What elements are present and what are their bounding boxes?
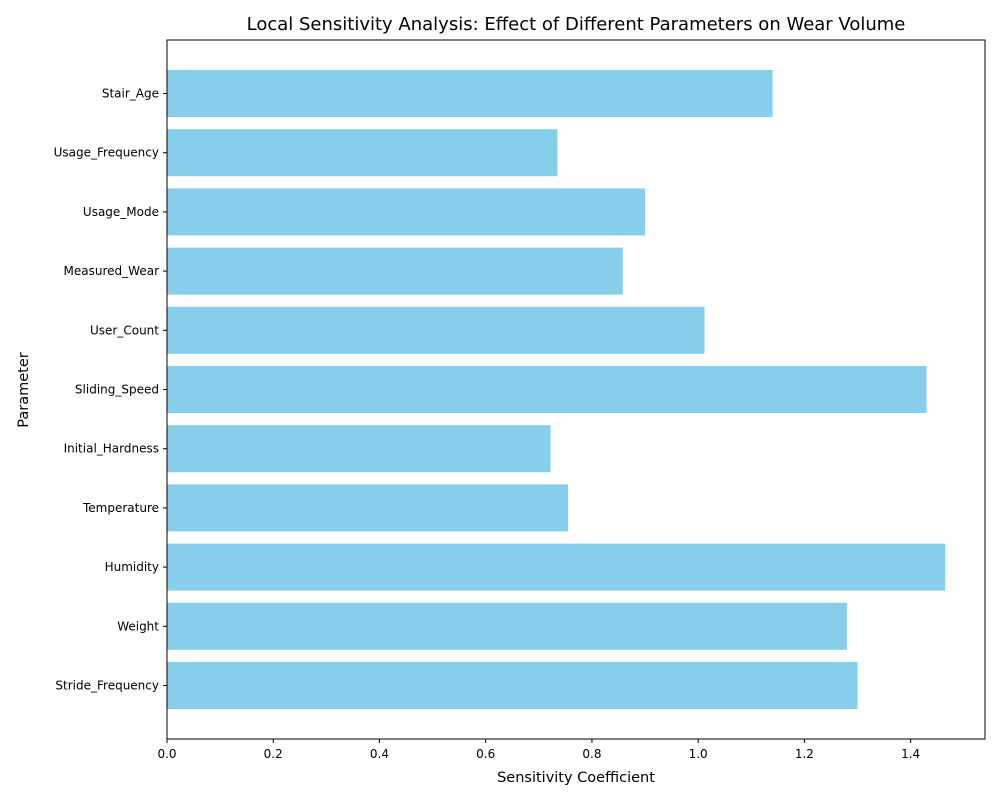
- bar-stride-frequency: [167, 662, 858, 709]
- bar-weight: [167, 602, 847, 650]
- bars-group: [167, 70, 946, 709]
- y-tick-label: Initial_Hardness: [64, 442, 159, 456]
- x-tick-label: 1.2: [795, 747, 814, 761]
- x-tick-label: 0.4: [370, 747, 389, 761]
- y-tick-label: Weight: [117, 619, 159, 633]
- bar-temperature: [167, 484, 569, 532]
- chart-title: Local Sensitivity Analysis: Effect of Di…: [247, 14, 906, 35]
- y-tick-label: Usage_Frequency: [54, 146, 159, 160]
- plot-frame: [166, 39, 986, 740]
- y-tick-label: Stair_Age: [102, 87, 159, 101]
- y-axis-label: Parameter: [16, 352, 32, 427]
- bar-measured-wear: [167, 247, 623, 295]
- x-tick-label: 1.4: [901, 747, 920, 761]
- axes-group: Stride_Frequency Weight Humidity Temperatur…: [54, 39, 986, 761]
- bar-sliding-speed: [167, 366, 927, 413]
- x-tick-label: 0.8: [582, 747, 601, 761]
- x-tick-label: 0.6: [476, 747, 495, 761]
- x-axis-label: Sensitivity Coefficient: [497, 770, 655, 786]
- x-tick-label: 0.2: [264, 747, 283, 761]
- y-tick-label: Temperature: [82, 501, 159, 515]
- bar-humidity: [167, 543, 946, 591]
- y-tick-label: Stride_Frequency: [55, 679, 159, 693]
- y-tick-label: Sliding_Speed: [75, 383, 159, 397]
- y-tick-label: User_Count: [90, 323, 159, 337]
- bar-stair-age: [167, 70, 773, 117]
- y-tick-label: Humidity: [105, 560, 159, 574]
- bar-initial-hardness: [167, 425, 551, 473]
- bar-user-count: [167, 306, 705, 354]
- bar-usage-mode: [167, 188, 646, 236]
- y-tick-label: Measured_Wear: [64, 264, 160, 278]
- y-tick-label: Usage_Mode: [83, 205, 159, 219]
- x-tick-label: 1.0: [689, 747, 708, 761]
- bar-usage-frequency: [167, 129, 558, 177]
- x-tick-label: 0.0: [157, 747, 176, 761]
